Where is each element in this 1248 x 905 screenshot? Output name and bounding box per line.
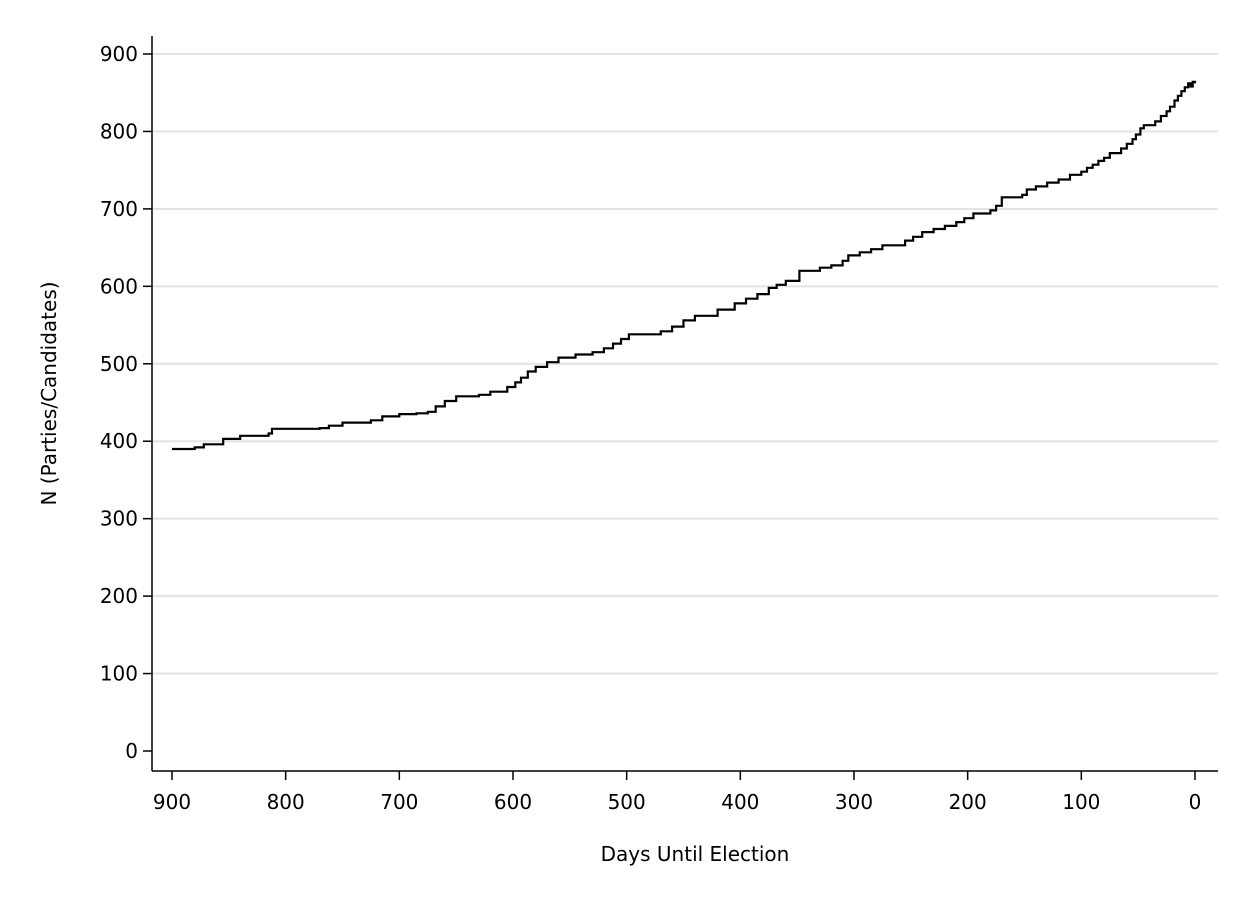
x-tick-label: 700: [380, 790, 418, 814]
x-axis-ticks: 900 800 700 600 500 400 300 200 100 0: [153, 771, 1201, 814]
y-tick-label: 100: [100, 662, 138, 686]
x-tick-label: 600: [494, 790, 532, 814]
x-tick-label: 300: [835, 790, 873, 814]
y-tick-label: 200: [100, 584, 138, 608]
series-line: [172, 80, 1197, 451]
x-tick-label: 900: [153, 790, 191, 814]
x-tick-label: 500: [608, 790, 646, 814]
y-tick-label: 0: [125, 739, 138, 763]
x-tick-label: 400: [721, 790, 759, 814]
x-axis-title: Days Until Election: [601, 842, 790, 866]
axes: [151, 36, 1218, 772]
x-tick-label: 200: [949, 790, 987, 814]
y-axis-ticks: 0 100 200 300 400 500 600 700 800 900: [100, 42, 152, 763]
y-tick-label: 800: [100, 119, 138, 143]
y-tick-label: 400: [100, 429, 138, 453]
y-tick-label: 500: [100, 352, 138, 376]
series: [172, 80, 1197, 451]
x-tick-label: 800: [267, 790, 305, 814]
y-tick-label: 900: [100, 42, 138, 66]
gridlines: [152, 53, 1218, 675]
y-tick-label: 600: [100, 274, 138, 298]
x-tick-label: 100: [1062, 790, 1100, 814]
x-tick-label: 0: [1189, 790, 1202, 814]
y-tick-label: 300: [100, 507, 138, 531]
y-tick-label: 700: [100, 197, 138, 221]
y-axis-title: N (Parties/Candidates): [37, 281, 61, 505]
